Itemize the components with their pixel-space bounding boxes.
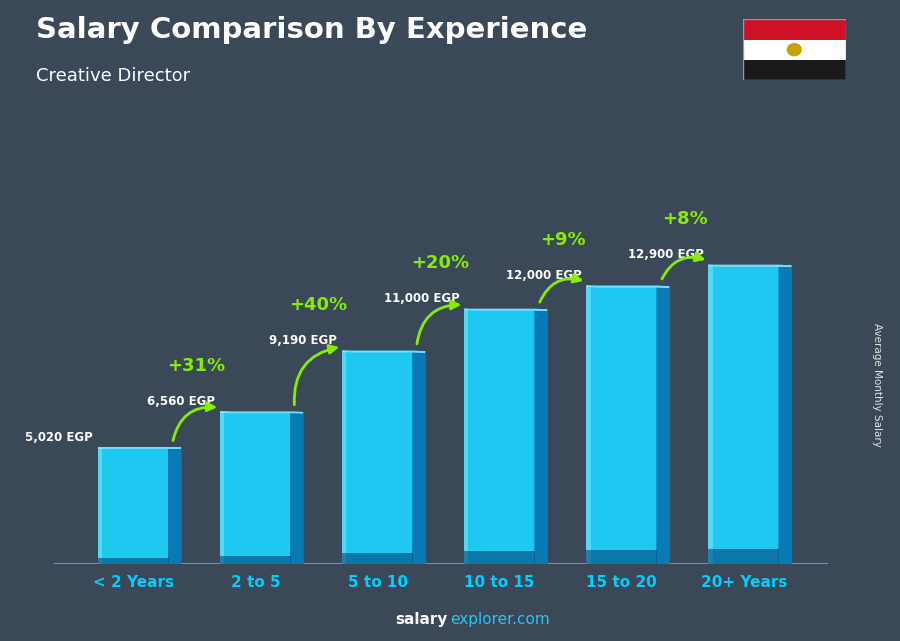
Text: +31%: +31% <box>167 357 225 375</box>
Text: explorer.com: explorer.com <box>450 612 550 627</box>
Text: Salary Comparison By Experience: Salary Comparison By Experience <box>36 16 587 44</box>
Polygon shape <box>657 286 670 564</box>
Text: Average Monthly Salary: Average Monthly Salary <box>872 322 883 447</box>
Text: 6,560 EGP: 6,560 EGP <box>147 395 215 408</box>
Circle shape <box>787 43 802 56</box>
Text: 12,900 EGP: 12,900 EGP <box>627 248 704 261</box>
Bar <box>742 60 846 80</box>
Bar <box>586 286 590 564</box>
Bar <box>742 19 846 40</box>
Polygon shape <box>535 310 547 564</box>
Polygon shape <box>586 286 670 287</box>
Bar <box>586 550 657 564</box>
Bar <box>220 412 224 564</box>
Bar <box>464 551 535 564</box>
Text: Creative Director: Creative Director <box>36 67 190 85</box>
Text: +40%: +40% <box>289 296 347 314</box>
Bar <box>708 549 779 564</box>
Text: +9%: +9% <box>540 231 585 249</box>
Bar <box>98 558 169 564</box>
Polygon shape <box>169 448 181 564</box>
Text: 11,000 EGP: 11,000 EGP <box>383 292 459 305</box>
Bar <box>98 448 103 564</box>
Text: 12,000 EGP: 12,000 EGP <box>506 269 581 282</box>
Polygon shape <box>779 265 791 564</box>
Bar <box>220 412 291 564</box>
Bar <box>98 448 169 564</box>
Bar <box>586 286 657 564</box>
Bar <box>342 351 413 564</box>
Text: +8%: +8% <box>662 210 707 228</box>
Polygon shape <box>291 412 303 564</box>
Bar <box>342 351 346 564</box>
Bar <box>708 265 779 564</box>
Text: 9,190 EGP: 9,190 EGP <box>269 334 338 347</box>
Bar <box>464 310 469 564</box>
Bar <box>742 40 846 60</box>
Bar <box>464 310 535 564</box>
Bar <box>220 556 291 564</box>
Text: salary: salary <box>395 612 447 627</box>
Bar <box>342 553 413 564</box>
Text: 5,020 EGP: 5,020 EGP <box>25 431 93 444</box>
Polygon shape <box>413 351 425 564</box>
Bar <box>708 265 713 564</box>
Polygon shape <box>708 265 791 266</box>
Text: +20%: +20% <box>411 254 470 272</box>
